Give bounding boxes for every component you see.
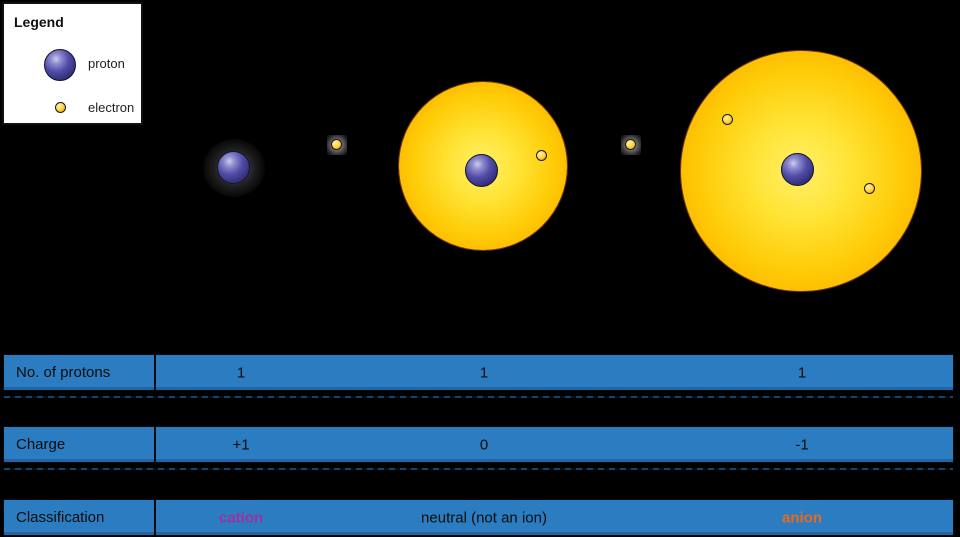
row-label-protons: No. of protons xyxy=(4,355,156,390)
row-label-classification: Classification xyxy=(4,500,156,535)
table-row-charge: Charge +1 0 -1 xyxy=(3,426,954,470)
classification-value-neutral: neutral (not an ion) xyxy=(421,509,547,526)
legend-electron-label: electron xyxy=(88,100,135,115)
proton-sphere-icon xyxy=(44,49,76,81)
legend-title: Legend xyxy=(14,14,64,30)
neutral-atom-electron xyxy=(536,150,547,161)
protons-value-neutral: 1 xyxy=(479,364,489,381)
classification-value-anion: anion xyxy=(782,509,822,526)
anion-proton xyxy=(781,153,814,186)
neutral-atom-proton xyxy=(465,154,498,187)
free-electron-1 xyxy=(331,139,342,150)
table-row-classification: Classification cation neutral (not an io… xyxy=(3,499,954,536)
charge-value-cation: +1 xyxy=(232,436,250,453)
electron-dot-icon xyxy=(55,102,66,113)
cation-proton xyxy=(217,151,250,184)
classification-value-cation: cation xyxy=(218,509,264,526)
charge-value-anion: -1 xyxy=(795,436,809,453)
protons-value-anion: 1 xyxy=(797,364,807,381)
protons-value-cation: 1 xyxy=(236,364,246,381)
row-label-charge: Charge xyxy=(4,427,156,462)
table-row-protons: No. of protons 1 1 1 xyxy=(3,354,954,398)
charge-value-neutral: 0 xyxy=(479,436,489,453)
legend-proton-label: proton xyxy=(88,56,125,71)
anion-electron-2 xyxy=(864,183,875,194)
anion-electron-1 xyxy=(722,114,733,125)
legend-box: Legend proton electron xyxy=(2,2,143,125)
free-electron-2 xyxy=(625,139,636,150)
